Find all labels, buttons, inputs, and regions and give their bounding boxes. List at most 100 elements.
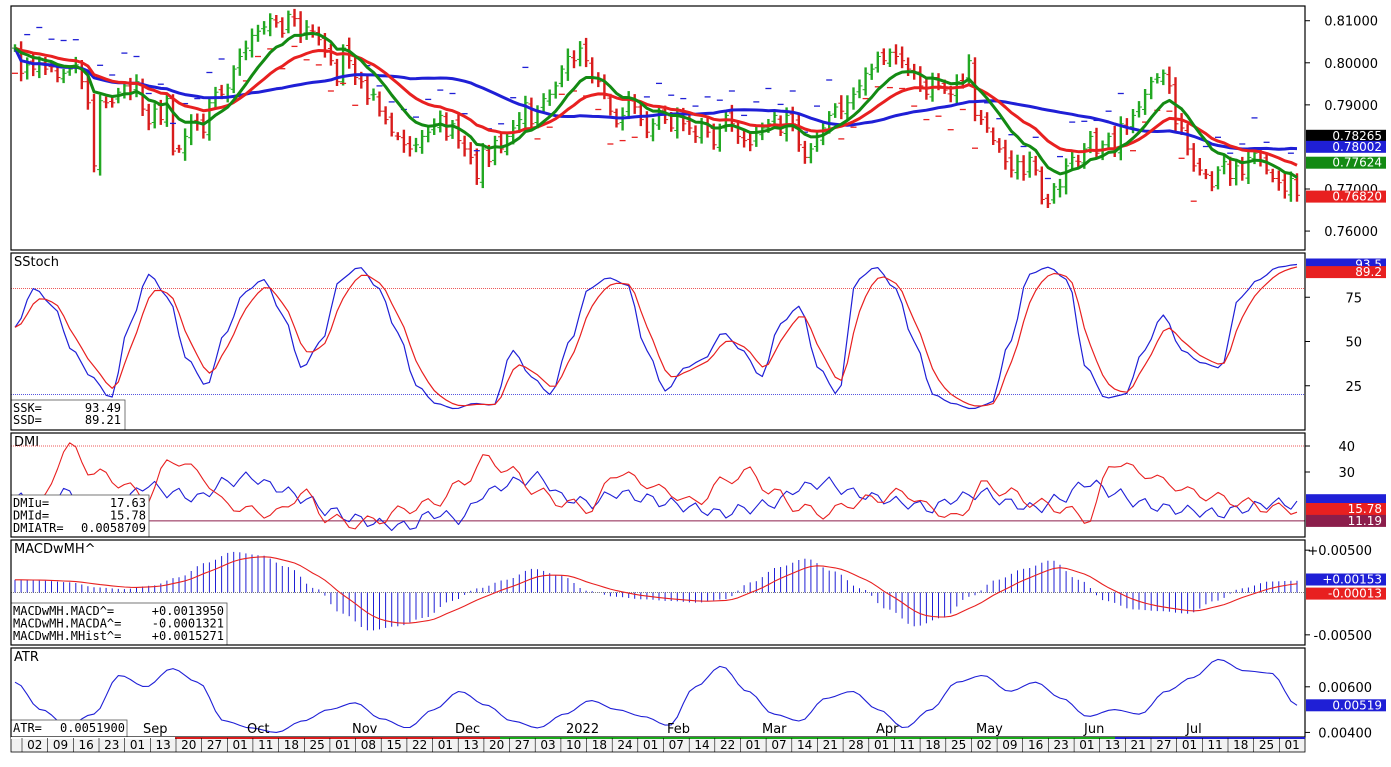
price-tick-label: 0.81000 <box>1324 15 1378 30</box>
price-bar <box>1004 139 1007 170</box>
price-bar <box>378 91 381 117</box>
price-bar <box>1210 171 1214 192</box>
price-bar <box>323 33 327 58</box>
x-day-label: 25 <box>309 738 324 752</box>
atr-title: ATR <box>14 650 39 665</box>
price-bar <box>967 54 971 85</box>
price-bar <box>876 51 879 73</box>
x-day-label: 13 <box>1105 738 1120 752</box>
sstoch-readout: SSK= 93.49 SSD= 89.21 <box>10 399 126 431</box>
price-tick-label: 0.76000 <box>1324 225 1378 240</box>
sstoch-tick-label: 50 <box>1345 336 1362 351</box>
price-bar <box>846 95 849 122</box>
x-month-label: Dec <box>455 722 480 737</box>
price-bar <box>1095 127 1098 159</box>
price-bar <box>985 112 989 133</box>
price-bar <box>487 144 491 167</box>
x-day-label: 01 <box>746 738 761 752</box>
price-bar <box>384 106 387 125</box>
price-bar <box>183 128 187 161</box>
x-month-label: Mar <box>762 722 787 737</box>
x-day-label: 01 <box>1182 738 1197 752</box>
x-day-label: 09 <box>53 738 68 752</box>
price-bar <box>1265 153 1268 175</box>
price-bar <box>1241 156 1244 181</box>
x-day-label: 15 <box>386 738 401 752</box>
price-bar <box>584 37 588 68</box>
price-bar <box>724 111 728 132</box>
x-day-label: 09 <box>1002 738 1017 752</box>
price-bar <box>639 100 642 127</box>
price-bar <box>548 89 551 106</box>
x-day-label: 22 <box>412 738 427 752</box>
sstoch-k-line <box>14 263 1298 410</box>
price-bar <box>293 8 296 27</box>
x-day-label: 07 <box>771 738 786 752</box>
price-bar <box>815 131 819 152</box>
atr-readout-label: ATR= <box>13 721 42 735</box>
price-bar <box>238 48 241 76</box>
x-day-label: 02 <box>27 738 42 752</box>
price-bar <box>712 123 715 150</box>
price-tick-label: 0.80000 <box>1324 57 1378 72</box>
macd-readout-value: +0.0013950 <box>152 604 224 618</box>
price-bar <box>68 65 71 76</box>
price-bar <box>153 103 156 129</box>
x-month-label: Nov <box>352 722 378 737</box>
price-bar <box>1156 73 1159 84</box>
price-bar <box>554 81 557 99</box>
price-bar <box>852 87 855 110</box>
price-bar <box>250 28 254 58</box>
x-day-label: 02 <box>977 738 992 752</box>
dmi-value-label-box <box>1306 514 1386 527</box>
price-bar <box>530 97 533 131</box>
price-bar <box>481 143 484 189</box>
price-bar <box>1040 166 1043 205</box>
x-day-label: 24 <box>617 738 632 752</box>
sstoch-readout-label: SSK= <box>13 401 42 415</box>
macd-tick-label: +0.00500 <box>1307 544 1372 559</box>
price-value-label: 0.78265 <box>1332 129 1382 143</box>
dmi-up-line <box>14 470 1298 532</box>
sstoch-value-label: 89.2 <box>1355 265 1382 279</box>
sstoch-readout-label: SSD= <box>13 413 42 427</box>
price-bar <box>92 93 96 173</box>
price-bar <box>1137 101 1141 118</box>
x-day-label: 13 <box>463 738 478 752</box>
price-bar <box>439 110 442 133</box>
x-day-label: 18 <box>925 738 940 752</box>
price-bar <box>135 74 138 98</box>
price-bar <box>427 126 430 143</box>
price-bar <box>998 138 1001 153</box>
macd-readout-box <box>10 602 228 646</box>
price-bar <box>1295 173 1299 202</box>
price-bar <box>1150 76 1153 100</box>
price-bar <box>591 57 594 84</box>
price-bar <box>420 130 424 154</box>
price-bar <box>335 58 339 86</box>
price-bar <box>682 107 685 132</box>
price-bar <box>1089 131 1092 154</box>
atr-tick-label: 0.00400 <box>1318 726 1372 741</box>
dmi-readout-label: DMIu= <box>13 496 49 510</box>
macd-signal-line <box>15 556 1298 624</box>
dmi-value-label: 11.19 <box>1348 514 1382 528</box>
x-day-label: 16 <box>1028 738 1043 752</box>
x-day-label: 14 <box>694 738 709 752</box>
price-bar <box>329 43 333 66</box>
sstoch-panel-frame <box>10 252 1306 431</box>
price-bar <box>524 95 527 131</box>
x-day-label: 27 <box>515 738 530 752</box>
price-bar <box>390 112 393 137</box>
price-bar <box>1277 170 1280 191</box>
macd-histogram <box>14 551 1298 631</box>
price-bar <box>244 40 248 61</box>
price-bar <box>269 13 272 37</box>
price-bar <box>1222 153 1226 175</box>
price-bar <box>402 129 406 153</box>
x-day-label: 07 <box>669 738 684 752</box>
price-panel-frame <box>10 5 1306 251</box>
x-period-segment <box>1115 737 1305 739</box>
